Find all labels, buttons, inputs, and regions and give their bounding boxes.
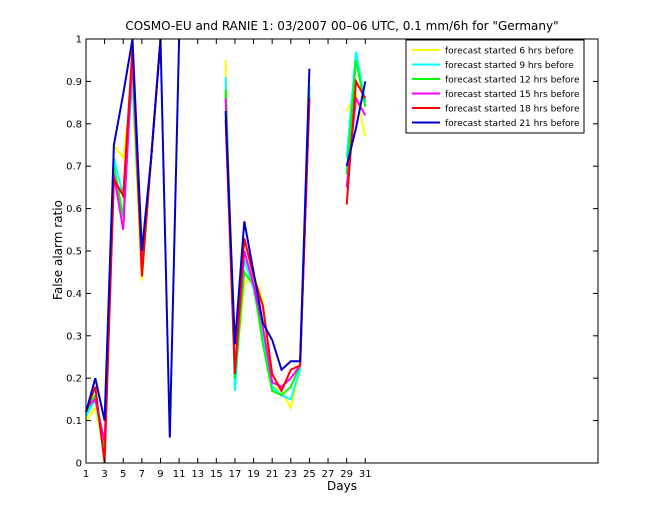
x-tick-label: 7 (139, 469, 145, 480)
series-line-6-segment-3 (345, 81, 367, 167)
x-tick-label: 1 (83, 469, 89, 480)
x-tick-label: 31 (359, 469, 372, 480)
series-line-5-segment-2 (224, 98, 311, 394)
y-tick-label: 0.9 (66, 77, 82, 88)
series-line-3-segment-2 (224, 89, 311, 397)
legend-entry-1: forecast started 6 hrs before (445, 47, 574, 57)
y-tick-label: 0 (76, 459, 82, 470)
series-line-6-segment-2 (224, 68, 311, 372)
x-tick-label: 15 (210, 469, 223, 480)
y-tick-label: 0.3 (66, 331, 82, 342)
x-tick-label: 21 (266, 469, 279, 480)
legend-entry-6: forecast started 21 hrs before (445, 119, 580, 129)
legend-entry-5: forecast started 18 hrs before (445, 105, 580, 115)
x-tick-label: 17 (229, 469, 242, 480)
x-tick-label: 29 (340, 469, 353, 480)
series-line-2-segment-3 (345, 51, 367, 158)
x-tick-label: 9 (157, 469, 163, 480)
x-tick-label: 5 (120, 469, 126, 480)
x-axis-label: Days (327, 479, 357, 493)
x-tick-label: 3 (101, 469, 107, 480)
x-tick-label: 25 (303, 469, 316, 480)
plot-area: 1 3 5 7 9 11 13 15 17 19 21 23 25 27 29 3100.10.20.30.4… (66, 35, 599, 480)
x-tick-label: 27 (322, 469, 335, 480)
y-tick-label: 0.2 (66, 374, 82, 385)
legend: forecast started 6 hrs before forecast st… (405, 39, 585, 134)
y-tick-label: 0.4 (66, 289, 82, 300)
chart-title: COSMO-EU and RANIE 1: 03/2007 00–06 UTC,… (125, 19, 558, 33)
x-tick-label: 19 (247, 469, 260, 480)
y-tick-label: 0.5 (66, 247, 82, 258)
y-tick-label: 0.8 (66, 119, 82, 130)
y-tick-label: 0.7 (66, 162, 82, 173)
legend-box (405, 39, 585, 134)
y-axis-label: False alarm ratio (51, 200, 65, 300)
x-tick-label: 13 (191, 469, 204, 480)
x-tick-label: 11 (173, 469, 186, 480)
y-tick-label: 0.6 (66, 204, 82, 215)
x-tick-label: 23 (284, 469, 297, 480)
legend-entry-2: forecast started 9 hrs before (445, 61, 574, 71)
legend-entry-4: forecast started 15 hrs before (445, 90, 580, 100)
y-tick-label: 1 (76, 35, 82, 46)
legend-entry-3: forecast started 12 hrs before (445, 76, 580, 86)
y-tick-label: 0.1 (66, 416, 82, 427)
